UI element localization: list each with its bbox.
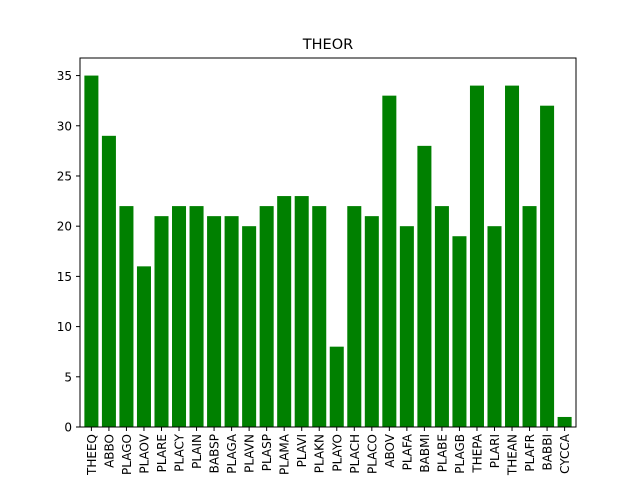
x-tick-label: PLAFA: [400, 433, 414, 470]
x-tick-label: BABSP: [208, 434, 222, 473]
x-tick-label: PLARE: [155, 434, 169, 472]
x-tick-label: PLAYO: [330, 434, 344, 472]
x-tick-label: THEEQ: [85, 434, 99, 476]
x-tick-label: PLARI: [488, 434, 502, 468]
x-tick-label: ABBO: [102, 434, 116, 468]
x-tick-label: BABBI: [541, 434, 555, 470]
bar-cycca: [557, 416, 572, 427]
bar-abov: [382, 95, 397, 428]
bar-plabe: [434, 206, 449, 427]
bar-abbo: [101, 135, 116, 427]
x-tick-label: PLAIN: [190, 434, 204, 469]
bar-babmi: [417, 145, 432, 428]
bar-plain: [189, 206, 204, 427]
bar-plama: [277, 196, 292, 427]
x-tick-label: PLAVN: [243, 434, 257, 473]
bar-theeq: [84, 75, 99, 427]
x-tick-label: CYCCA: [558, 433, 572, 474]
x-tick-label: PLASP: [260, 434, 274, 471]
y-tick-label: 5: [64, 370, 72, 384]
x-axis: THEEQ ABBO PLAGO PLAOV PLARE PLACY PLAIN BABSP P…: [85, 427, 572, 476]
bar-babsp: [207, 216, 222, 427]
x-tick-label: PLACH: [348, 434, 362, 474]
bar-placy: [172, 206, 187, 427]
bar-plavn: [242, 226, 257, 427]
x-tick-label: PLAOV: [137, 433, 151, 473]
y-tick-label: 35: [57, 69, 72, 83]
y-tick-label: 0: [64, 421, 72, 435]
bar-plare: [154, 216, 169, 427]
x-tick-label: PLAGO: [120, 434, 134, 475]
bar-plago: [119, 206, 134, 427]
bar-plasp: [259, 206, 274, 427]
x-tick-label: PLAGB: [453, 434, 467, 474]
x-tick-label: THEPA: [470, 433, 484, 473]
bar-plaga: [224, 216, 239, 427]
bar-thean: [505, 85, 520, 428]
x-tick-label: PLABE: [435, 434, 449, 472]
y-tick-label: 20: [57, 220, 72, 234]
chart-title: THEOR: [302, 37, 353, 53]
y-tick-label: 10: [57, 320, 72, 334]
plot-frame: [79, 57, 577, 428]
bar-plaov: [136, 266, 151, 427]
x-tick-label: PLAMA: [278, 433, 292, 475]
x-tick-label: ABOV: [383, 433, 397, 467]
bar-plakn: [312, 206, 327, 427]
bar-placo: [364, 216, 379, 427]
bar-plavi: [294, 196, 309, 427]
bar-plari: [487, 226, 502, 427]
x-tick-label: PLAFR: [523, 434, 537, 472]
y-tick-label: 15: [57, 270, 72, 284]
x-tick-label: PLAVI: [295, 434, 309, 467]
bar-plafa: [399, 226, 414, 427]
y-tick-label: 25: [57, 169, 72, 183]
x-tick-label: PLACO: [365, 434, 379, 474]
bar-playo: [329, 346, 344, 427]
bar-plagb: [452, 236, 467, 427]
x-tick-label: PLAKN: [313, 434, 327, 473]
bar-babbi: [540, 105, 555, 427]
x-tick-label: PLAGA: [225, 433, 239, 473]
y-axis: 0 5 10 15 20 25 30 35: [57, 69, 80, 435]
bar-plach: [347, 206, 362, 427]
x-tick-label: PLACY: [173, 433, 187, 471]
x-tick-label: BABMI: [418, 434, 432, 473]
bars-group: [84, 75, 572, 428]
y-tick-label: 30: [57, 119, 72, 133]
bar-thepa: [469, 85, 484, 428]
bar-plafr: [522, 206, 537, 427]
x-tick-label: THEAN: [506, 434, 520, 476]
